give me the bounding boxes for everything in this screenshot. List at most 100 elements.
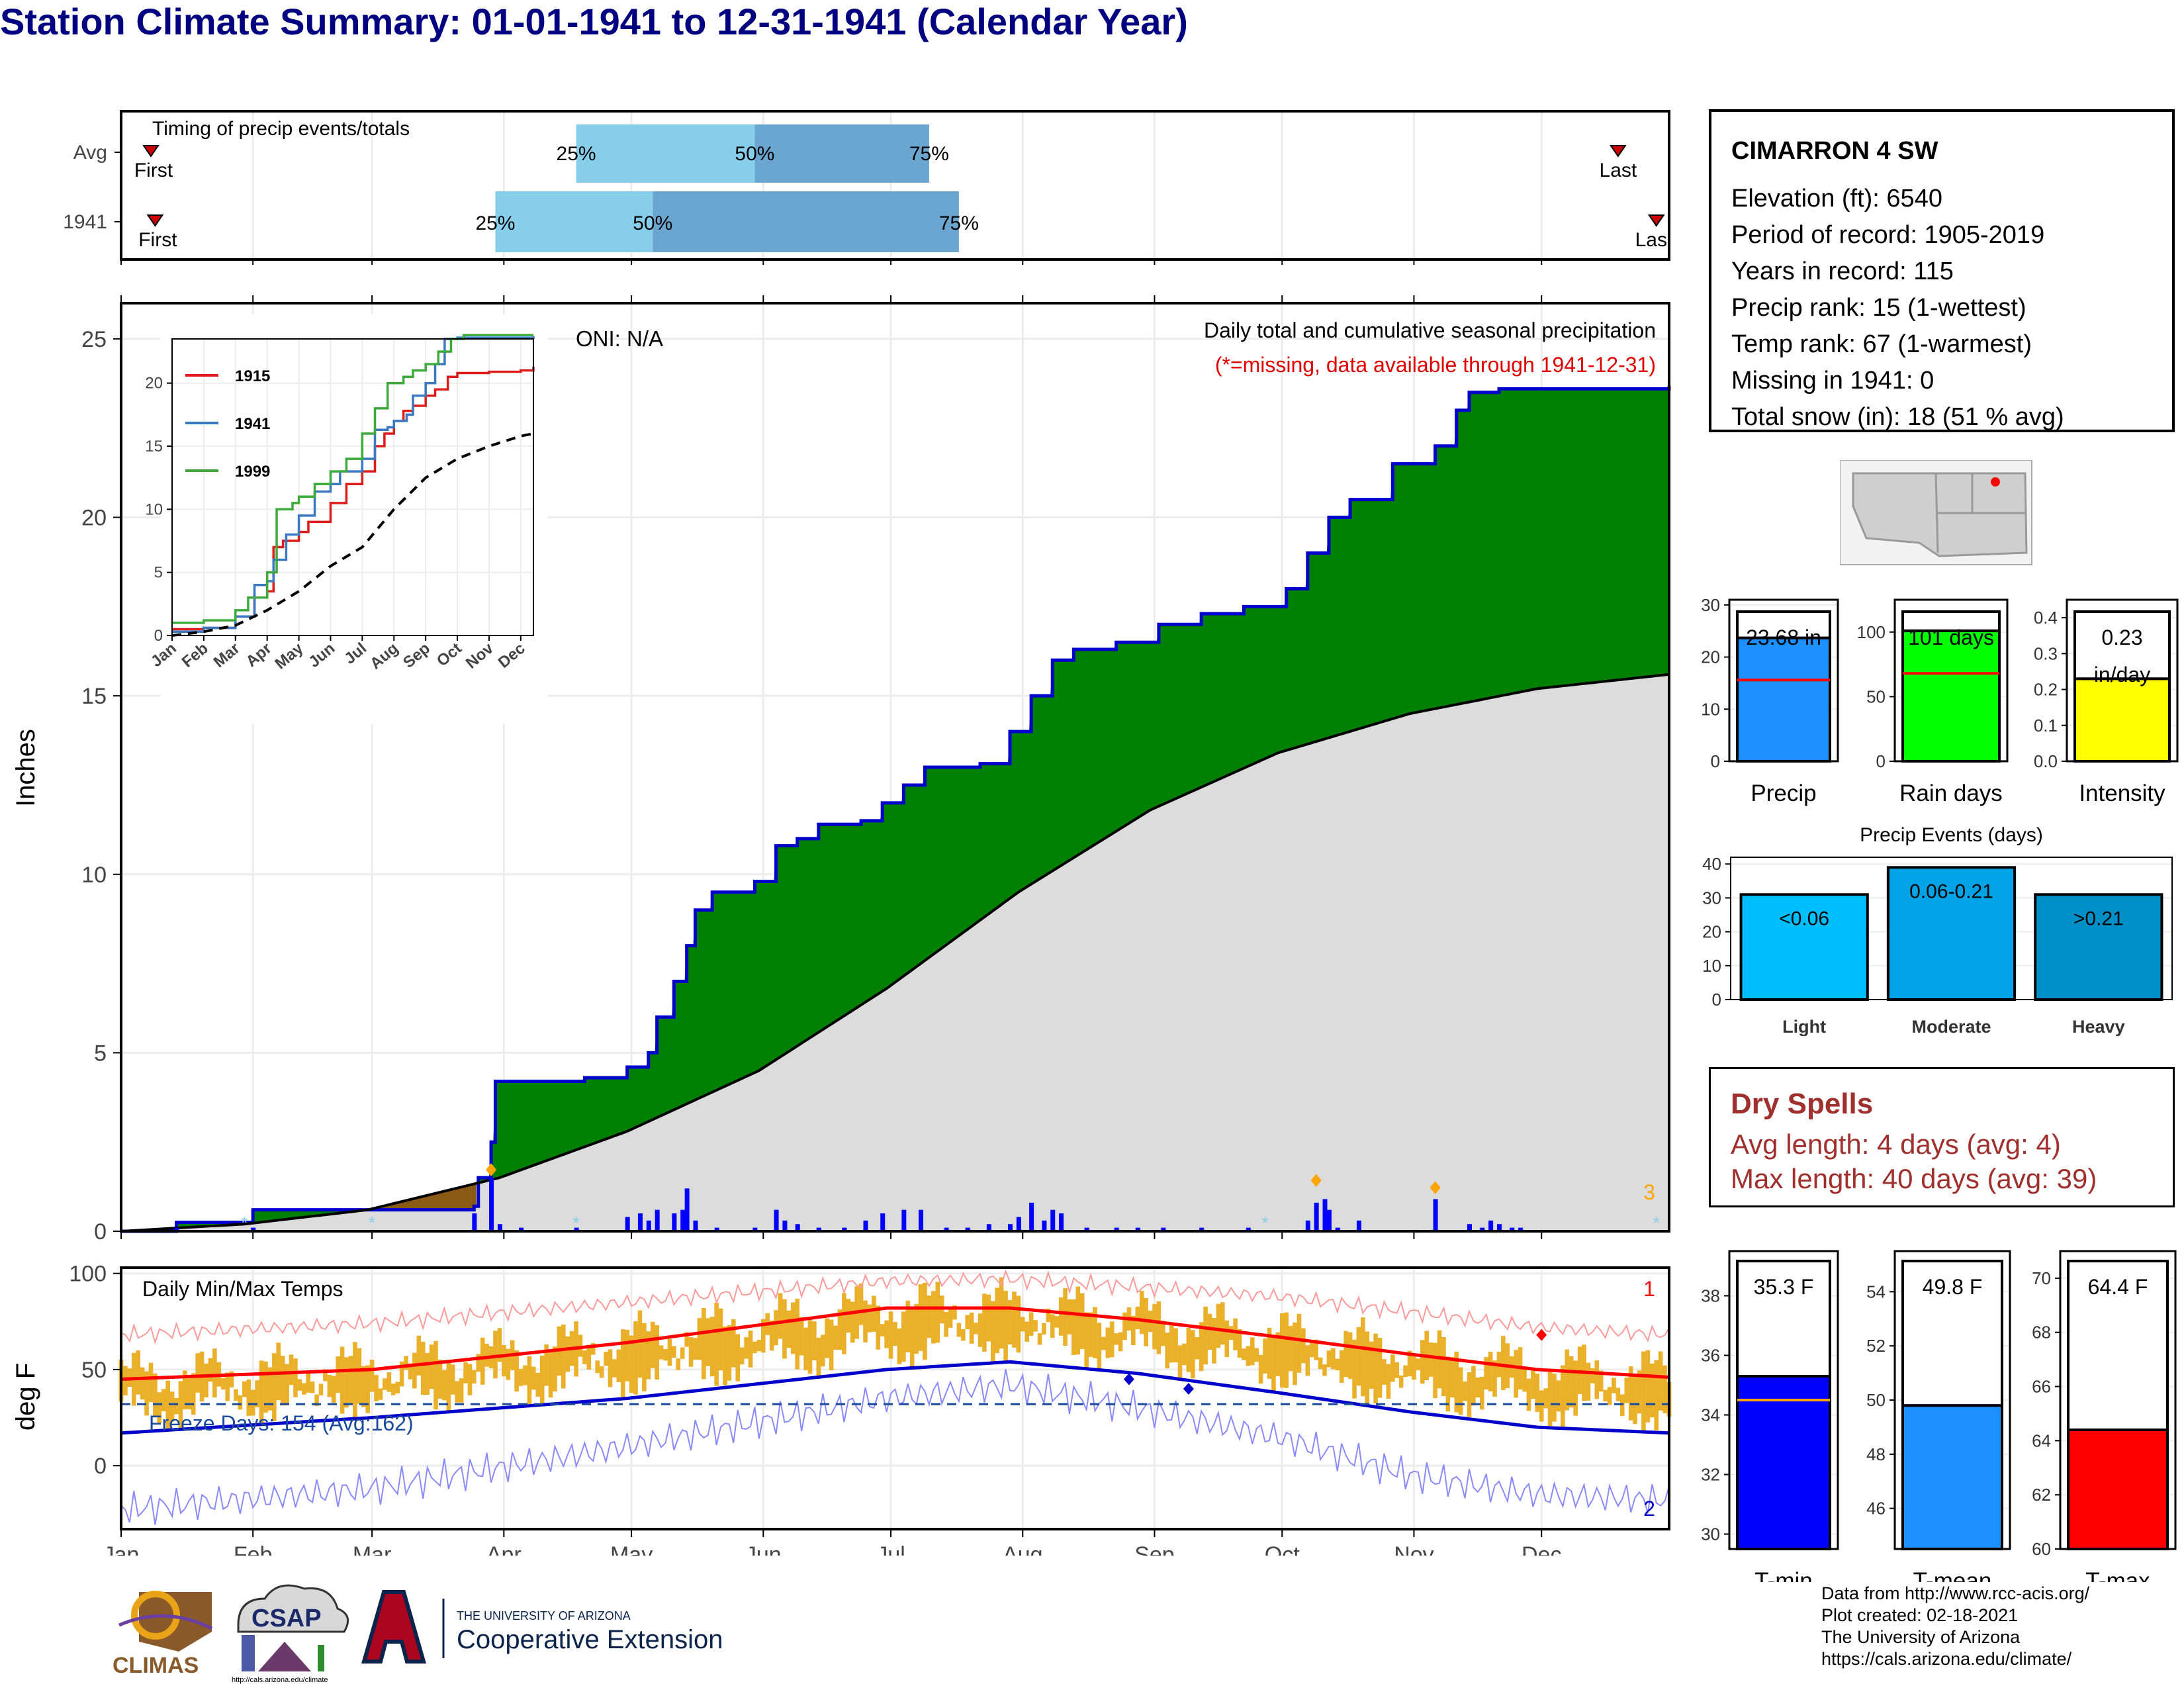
daily-temp-bar	[1191, 1330, 1195, 1379]
daily-precip-bar	[1135, 1227, 1140, 1231]
ua-a-icon	[361, 1590, 426, 1664]
precip-missing-note: (*=missing, data available through 1941-…	[1215, 353, 1656, 377]
bar-y-tick-label: 70	[2032, 1268, 2051, 1288]
bar-y-tick-label: 50	[1866, 1390, 1886, 1410]
daily-precip-bar	[1314, 1202, 1319, 1231]
daily-temp-bar	[1207, 1313, 1212, 1350]
timing-label: Timing of precip events/totals	[152, 118, 410, 140]
daily-precip-bar	[1161, 1227, 1166, 1231]
bar-frame	[2066, 598, 2179, 763]
station-info-box: CIMARRON 4 SW Elevation (ft): 6540 Perio…	[1709, 109, 2175, 432]
timing-last-label: Las	[1635, 229, 1667, 251]
csap-logo-text: CSAP	[251, 1605, 322, 1632]
daily-temp-bar	[220, 1378, 226, 1390]
daily-precip-bar	[574, 1227, 579, 1231]
daily-temp-bar	[1067, 1299, 1072, 1335]
daily-temp-bar	[1403, 1365, 1408, 1378]
daily-precip-bar	[1322, 1199, 1328, 1231]
inset-legend-label: 1999	[235, 463, 270, 481]
daily-temp-bar	[1501, 1336, 1506, 1391]
daily-temp-bar	[846, 1299, 851, 1333]
daily-temp-bar	[1156, 1301, 1161, 1354]
daily-temp-bar	[974, 1323, 978, 1335]
first-marker-icon	[142, 145, 159, 158]
daily-temp-bar	[195, 1353, 200, 1393]
daily-temp-bar	[1428, 1342, 1433, 1377]
daily-temp-bar	[803, 1327, 808, 1370]
event-bar-label: <0.06	[1779, 908, 1829, 929]
daily-temp-bar	[1526, 1378, 1531, 1411]
daily-temp-bar	[153, 1373, 158, 1418]
daily-temp-bar	[1254, 1348, 1259, 1362]
temp-x-tick-label: Jun	[745, 1542, 782, 1556]
daily-temp-bar	[786, 1310, 792, 1348]
daily-temp-bar	[242, 1381, 247, 1397]
year-cumulative-line	[121, 386, 1671, 1233]
daily-temp-bar	[1407, 1350, 1412, 1377]
daily-temp-bar	[659, 1345, 664, 1360]
value-bar	[1736, 636, 1831, 763]
daily-temp-bar	[756, 1339, 762, 1352]
bar-y-tick-label: 66	[2032, 1377, 2051, 1397]
record-low-count: 2	[1643, 1497, 1655, 1521]
snow-marker-icon	[1310, 1174, 1322, 1188]
footer-url: https://cals.arizona.edu/climate/	[1821, 1649, 2072, 1669]
daily-temp-bar	[136, 1350, 141, 1395]
record-min-line	[120, 1369, 1670, 1525]
daily-temp-bar	[909, 1308, 915, 1370]
daily-temp-bar	[1654, 1360, 1659, 1430]
daily-temp-bar	[1620, 1394, 1625, 1417]
daily-temp-bar	[778, 1293, 783, 1339]
value-label-box	[2073, 610, 2171, 680]
daily-temp-bar	[744, 1337, 749, 1359]
daily-precip-bar	[519, 1227, 524, 1231]
daily-temp-bar	[582, 1350, 587, 1364]
bar-y-tick-label: 64	[2032, 1430, 2051, 1450]
temp-x-tick-label: Nov	[1394, 1542, 1433, 1556]
daily-temp-bar	[876, 1305, 881, 1350]
daily-temp-bar	[1433, 1342, 1437, 1399]
daily-temp-bar	[1394, 1362, 1400, 1378]
daily-temp-bar	[1093, 1307, 1097, 1358]
daily-temp-bar	[1649, 1364, 1655, 1417]
daily-temp-bar	[331, 1376, 336, 1403]
inset-plot-bg	[172, 339, 533, 635]
daily-temp-bar	[935, 1282, 940, 1343]
daily-temp-bar	[1186, 1328, 1191, 1372]
daily-temp-bar	[412, 1352, 417, 1389]
daily-temp-bar	[616, 1349, 621, 1382]
temp-y-tick-label: 100	[69, 1262, 107, 1287]
daily-temp-bar	[1152, 1303, 1157, 1350]
locator-map	[1840, 460, 2032, 565]
daily-temp-bar	[399, 1361, 404, 1387]
daily-temp-bar	[1607, 1387, 1612, 1405]
daily-temp-bar	[446, 1361, 451, 1413]
daily-temp-bar	[676, 1358, 681, 1370]
daily-precip-bar	[1326, 1209, 1332, 1231]
daily-temp-bar	[276, 1342, 281, 1401]
daily-temp-bar	[829, 1319, 834, 1370]
daily-temp-bar	[1492, 1360, 1497, 1397]
snow-asterisk-icon: *	[573, 1213, 580, 1233]
daily-precip-bar	[1518, 1227, 1524, 1231]
bar-y-tick-label: 0.2	[2034, 680, 2058, 700]
daily-temp-bar	[404, 1356, 408, 1370]
temp-x-tick-label: Mar	[353, 1542, 392, 1556]
daily-temp-bar	[455, 1381, 459, 1403]
daily-temp-bar	[1016, 1295, 1021, 1353]
daily-temp-bar	[1420, 1340, 1425, 1384]
daily-temp-bar	[1199, 1322, 1204, 1372]
daily-temp-bar	[437, 1359, 443, 1399]
daily-temp-bar	[234, 1389, 238, 1401]
daily-precip-bar	[174, 1227, 179, 1231]
daily-temp-bar	[867, 1304, 872, 1333]
daily-temp-bar	[1075, 1286, 1081, 1355]
daily-temp-bar	[982, 1293, 987, 1352]
daily-temp-bar	[1297, 1313, 1302, 1373]
daily-temp-bar	[369, 1360, 375, 1392]
temp-y-tick-label: 0	[94, 1454, 107, 1479]
daily-temp-bar	[948, 1307, 953, 1329]
daily-temp-bar	[880, 1324, 885, 1336]
event-bar	[2034, 893, 2163, 1001]
daily-temp-bar	[769, 1320, 774, 1351]
